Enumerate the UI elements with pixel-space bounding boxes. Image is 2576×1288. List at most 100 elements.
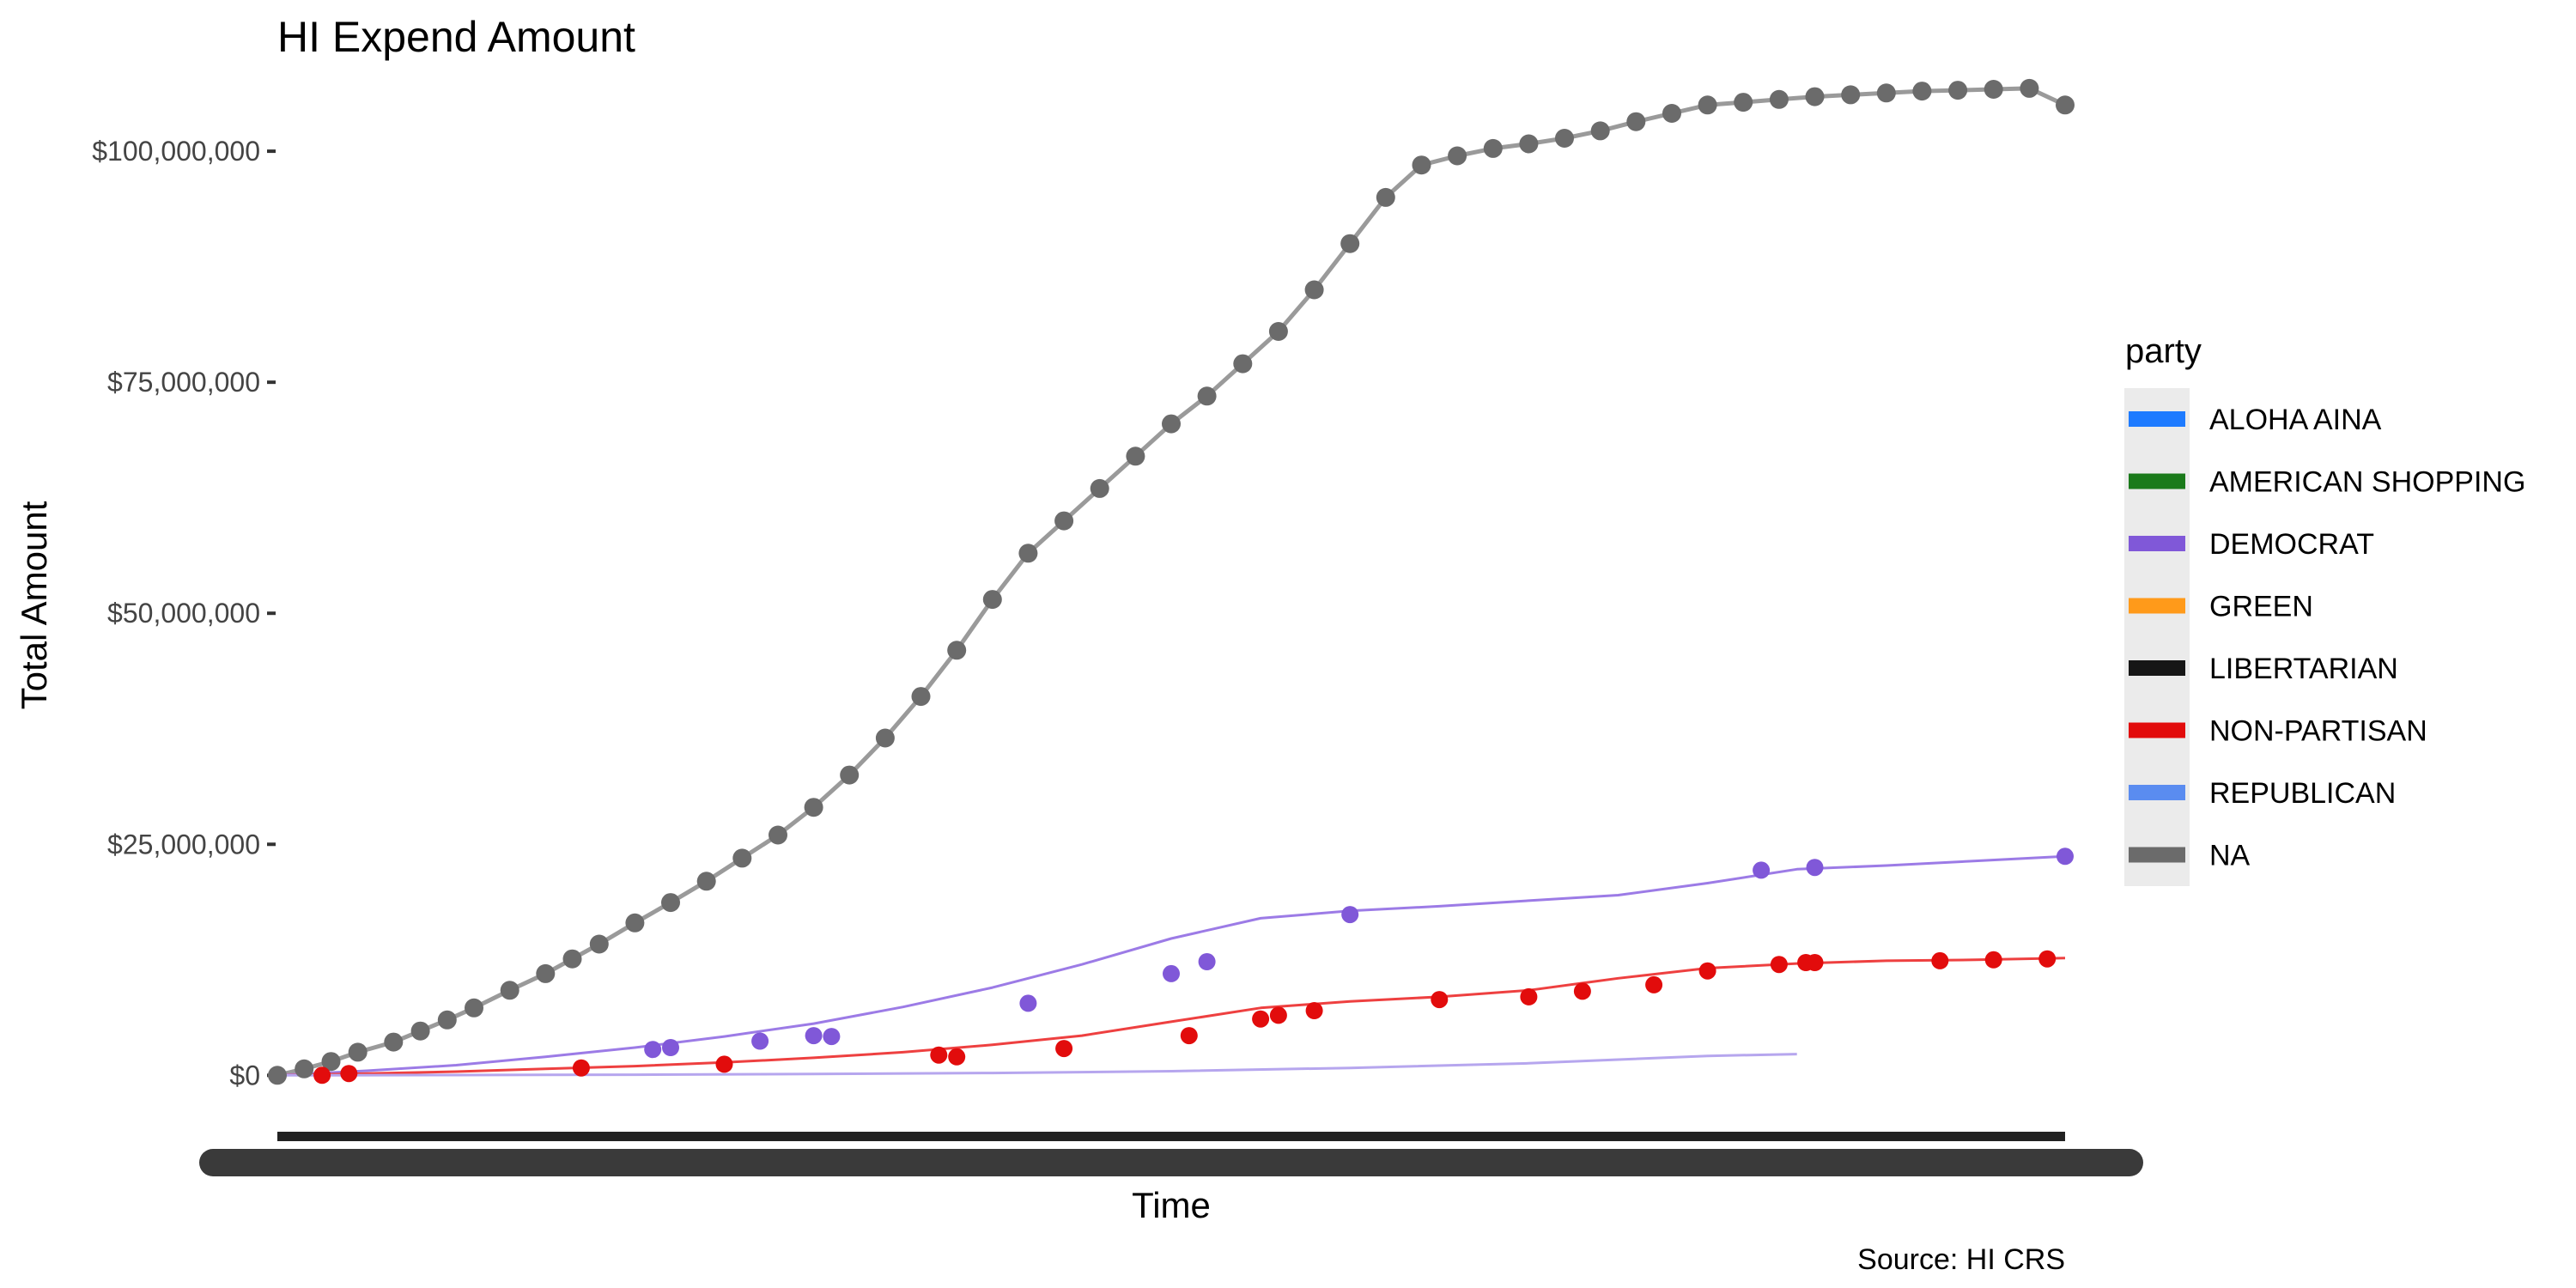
- data-point-non-partisan: [1984, 951, 2002, 969]
- legend-key: [2129, 536, 2185, 551]
- data-point-na: [465, 998, 483, 1018]
- data-point-na: [1626, 112, 1646, 131]
- series-line-na: [276, 86, 2067, 1078]
- chart-caption: Source: HI CRS: [1857, 1243, 2065, 1276]
- data-point-democrat: [751, 1032, 769, 1050]
- data-point-non-partisan: [2038, 950, 2057, 968]
- legend-label: AMERICAN SHOPPING: [2209, 466, 2525, 499]
- data-point-non-partisan: [1573, 982, 1591, 1000]
- data-point-non-partisan: [1431, 991, 1449, 1009]
- data-point-na: [1912, 82, 1932, 101]
- series-points: [268, 78, 2075, 1085]
- data-point-na: [1126, 447, 1145, 466]
- data-point-non-partisan: [1520, 987, 1538, 1005]
- data-point-na: [911, 687, 931, 707]
- y-tick-label: $50,000,000: [107, 598, 260, 629]
- data-point-na: [1876, 83, 1896, 103]
- data-point-democrat: [1806, 859, 1824, 877]
- legend-label: DEMOCRAT: [2209, 528, 2374, 561]
- data-point-na: [1233, 354, 1253, 374]
- data-point-non-partisan: [1269, 1006, 1287, 1024]
- legend-key: [2129, 598, 2185, 614]
- legend-key: [2129, 847, 2185, 863]
- data-point-non-partisan: [930, 1046, 948, 1064]
- data-point-na: [562, 949, 582, 969]
- data-point-na: [1519, 134, 1539, 154]
- data-point-na: [1698, 95, 1717, 115]
- data-point-na: [1340, 234, 1360, 253]
- data-point-democrat: [2057, 848, 2074, 866]
- data-point-democrat: [1163, 964, 1180, 982]
- data-point-non-partisan: [1055, 1040, 1073, 1058]
- data-point-na: [1841, 85, 1861, 105]
- data-point-na: [1483, 138, 1503, 158]
- data-point-na: [321, 1052, 341, 1072]
- data-point-na: [1769, 89, 1789, 109]
- data-point-na: [589, 934, 609, 954]
- data-point-na: [625, 913, 645, 933]
- data-point-na: [268, 1066, 287, 1085]
- data-point-na: [696, 872, 716, 891]
- data-point-na: [1054, 511, 1074, 531]
- y-tick-label: $75,000,000: [107, 367, 260, 398]
- data-point-na: [982, 590, 1002, 610]
- legend-label: NA: [2209, 840, 2251, 872]
- data-point-na: [410, 1021, 430, 1041]
- data-point-non-partisan: [948, 1048, 966, 1066]
- legend-key: [2129, 660, 2185, 676]
- data-point-democrat: [644, 1041, 662, 1059]
- data-point-na: [1018, 544, 1038, 563]
- data-point-non-partisan: [1252, 1010, 1270, 1028]
- data-point-democrat: [1753, 861, 1771, 879]
- data-point-na: [1448, 146, 1467, 166]
- data-point-na: [1268, 322, 1288, 341]
- data-point-na: [804, 798, 823, 817]
- data-point-na: [1948, 81, 1968, 100]
- legend-label: GREEN: [2209, 591, 2313, 623]
- x-axis-tick-marks: [277, 1132, 2065, 1141]
- data-point-na: [1376, 187, 1395, 207]
- data-point-na: [1412, 155, 1431, 175]
- data-point-non-partisan: [1698, 962, 1716, 980]
- data-point-non-partisan: [340, 1065, 358, 1083]
- data-point-democrat: [1341, 906, 1359, 924]
- data-point-na: [384, 1032, 404, 1052]
- data-point-na: [536, 963, 556, 983]
- y-axis-title: Total Amount: [14, 501, 54, 709]
- y-tick-label: $0: [229, 1060, 260, 1091]
- data-point-na: [769, 825, 787, 845]
- data-point-democrat: [823, 1028, 841, 1046]
- data-point-na: [295, 1059, 314, 1078]
- data-point-non-partisan: [572, 1059, 590, 1077]
- data-point-na: [875, 728, 895, 748]
- data-point-democrat: [662, 1039, 679, 1056]
- legend-label: REPUBLICAN: [2209, 777, 2396, 810]
- data-point-non-partisan: [715, 1055, 733, 1073]
- legend: party ALOHA AINA AMERICAN SHOPPING DEMOCRA…: [2124, 332, 2525, 886]
- data-point-na: [732, 848, 752, 868]
- legend-label: LIBERTARIAN: [2209, 653, 2398, 685]
- y-tick-label: $25,000,000: [107, 829, 260, 860]
- data-point-democrat: [1198, 953, 1216, 970]
- data-point-non-partisan: [1770, 956, 1788, 974]
- legend-key: [2129, 785, 2185, 800]
- data-point-na: [840, 765, 860, 785]
- data-point-non-partisan: [313, 1066, 331, 1084]
- data-point-non-partisan: [1180, 1027, 1198, 1045]
- x-axis-tick-labels: [199, 1149, 2143, 1176]
- legend-key: [2129, 722, 2185, 738]
- data-point-na: [2020, 78, 2039, 98]
- data-point-na: [947, 641, 967, 660]
- data-point-na: [661, 893, 680, 913]
- legend-key: [2129, 411, 2185, 427]
- legend-title: party: [2125, 332, 2202, 370]
- data-point-na: [2056, 95, 2075, 115]
- data-point-na: [1805, 87, 1825, 106]
- data-point-na: [1162, 414, 1181, 434]
- data-point-non-partisan: [1931, 951, 1949, 969]
- data-point-na: [1984, 80, 2003, 99]
- legend-label: ALOHA AINA: [2209, 404, 2382, 436]
- data-point-na: [1734, 93, 1753, 112]
- data-point-na: [1662, 104, 1681, 123]
